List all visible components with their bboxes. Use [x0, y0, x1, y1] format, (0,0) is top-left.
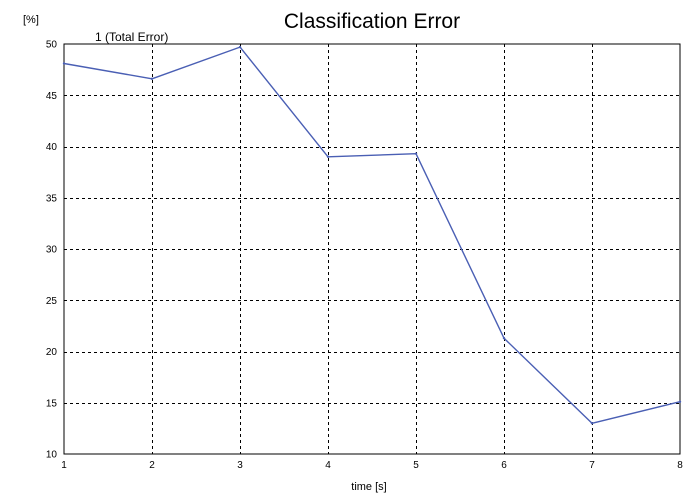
data-point	[62, 62, 66, 65]
grid	[64, 44, 680, 454]
series-layer	[62, 45, 682, 425]
data-point	[414, 152, 418, 155]
y-tick-label: 45	[46, 91, 58, 102]
y-tick-label: 35	[46, 193, 58, 204]
series-label: 1 (Total Error)	[95, 30, 168, 44]
data-point	[502, 336, 506, 340]
data-point	[326, 155, 330, 158]
x-tick-label: 4	[325, 460, 331, 471]
x-tick-label: 1	[61, 460, 67, 471]
x-tick-label: 7	[589, 460, 595, 471]
y-tick-label: 40	[46, 142, 58, 153]
chart-title: Classification Error	[284, 10, 460, 33]
y-tick-label: 10	[46, 450, 58, 461]
x-tick-label: 6	[501, 460, 507, 471]
data-point	[238, 45, 242, 49]
data-point	[150, 77, 154, 81]
y-tick-label: 30	[46, 245, 58, 256]
y-tick-label: 25	[46, 296, 58, 307]
y-axis-ticks: 10 15 20 25 30 35 40 45 50	[46, 40, 58, 461]
y-tick-label: 15	[46, 398, 58, 409]
x-tick-label: 3	[237, 460, 243, 471]
x-axis-ticks: 1 2 3 4 5 6 7 8	[61, 460, 683, 471]
y-tick-label: 20	[46, 347, 58, 358]
x-axis-label: time [s]	[351, 481, 386, 493]
data-point	[590, 422, 594, 425]
x-tick-label: 2	[149, 460, 155, 471]
series-line	[63, 46, 681, 424]
y-tick-label: 50	[46, 40, 58, 51]
data-point	[678, 400, 682, 403]
y-axis-label: [%]	[23, 14, 39, 26]
x-tick-label: 5	[413, 460, 419, 471]
x-tick-label: 8	[677, 460, 683, 471]
